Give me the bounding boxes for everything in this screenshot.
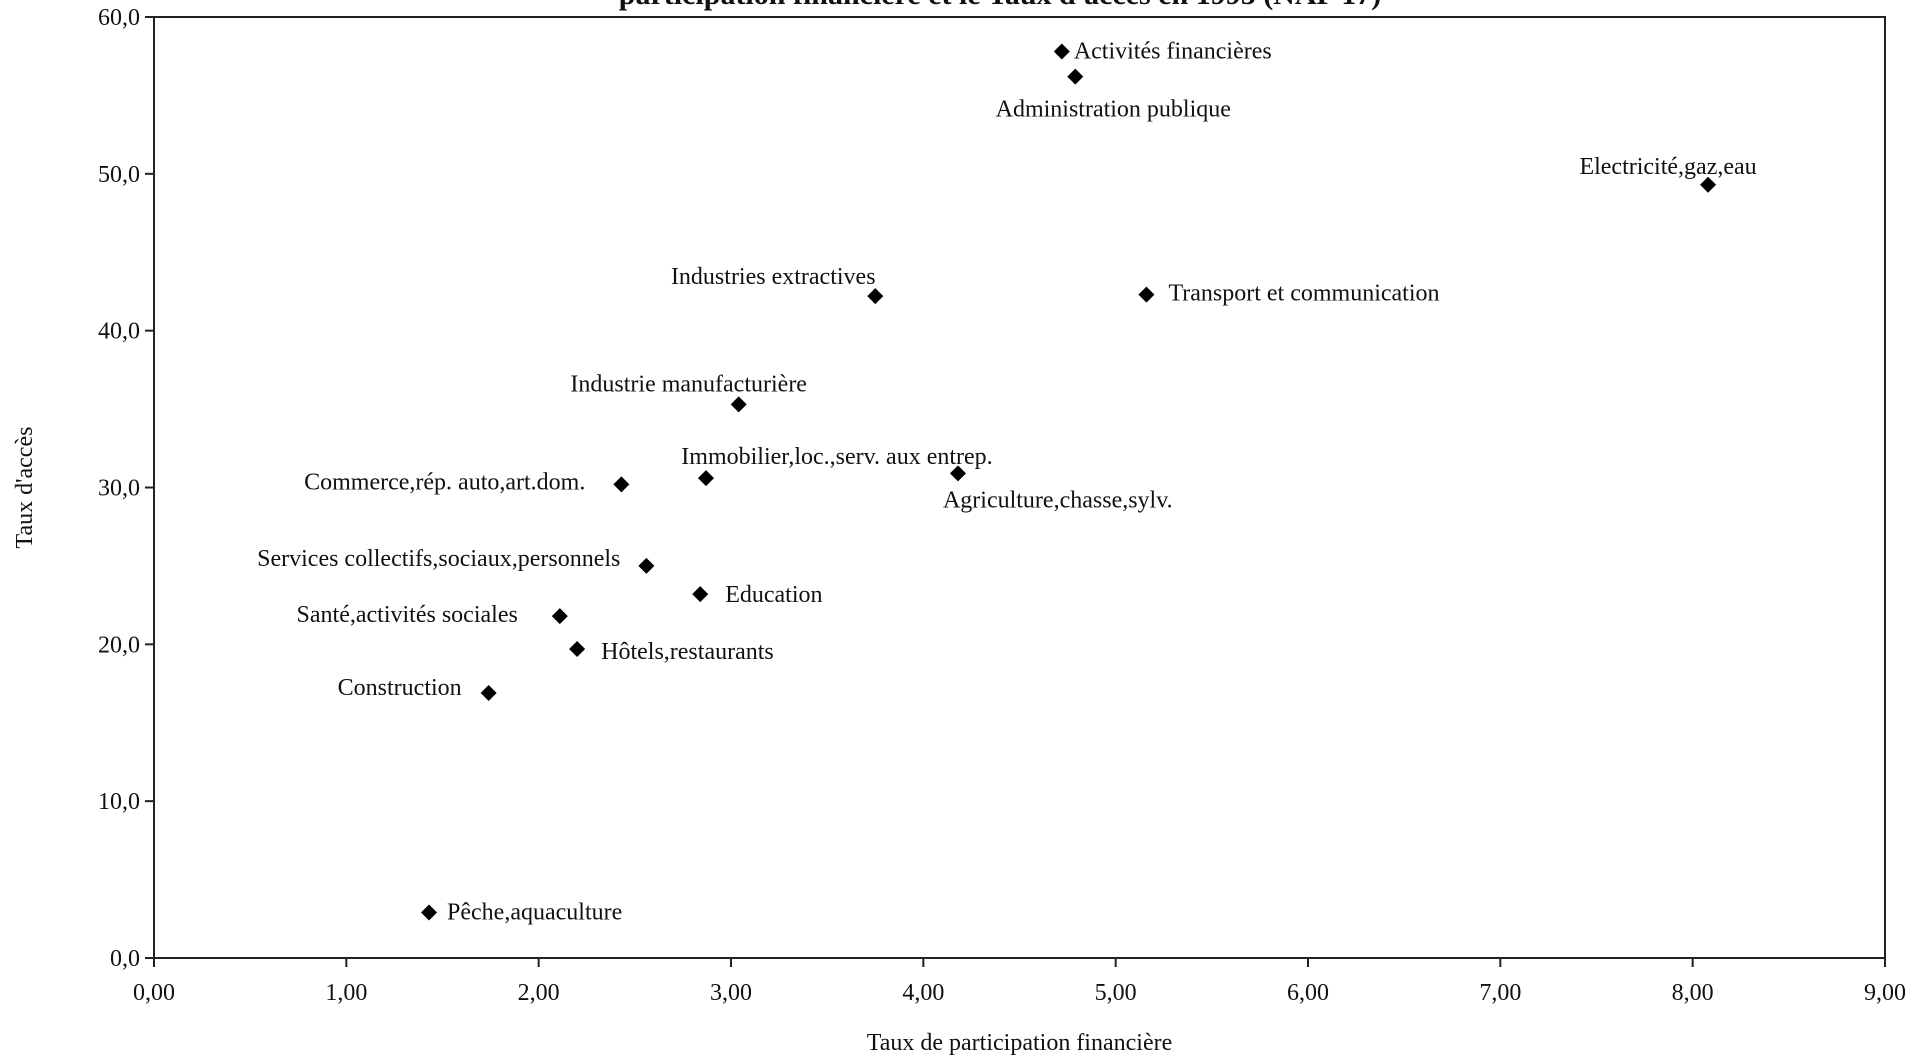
data-point-marker [692,586,709,603]
x-tick-label: 3,00 [710,980,752,1006]
data-point-label: Santé,activités sociales [297,602,518,628]
y-tick-label: 30,0 [98,476,140,502]
x-tick-label: 9,00 [1864,980,1906,1006]
data-point-marker [730,396,747,413]
x-axis-title: Taux de participation financière [867,1030,1173,1056]
data-point-label: Activités financières [1074,39,1272,65]
data-point-marker [867,288,884,305]
data-point-marker [949,465,966,482]
data-point-label: Immobilier,loc.,serv. aux entrep. [681,444,992,470]
data-point-marker [1053,43,1070,60]
data-labels: Activités financières Administration publ… [257,39,1757,926]
data-point-label: Industrie manufacturière [570,371,807,397]
x-tick-label: 1,00 [325,980,367,1006]
data-point-marker [638,557,655,574]
data-point-marker [480,684,497,701]
y-tick-label: 40,0 [98,319,140,345]
data-point-label: Transport et communication [1168,281,1439,307]
y-tick-label: 20,0 [98,632,140,658]
x-tick-label: 5,00 [1095,980,1137,1006]
y-tick-label: 10,0 [98,789,140,815]
data-point-marker [1138,286,1155,303]
y-tick-label: 50,0 [98,162,140,188]
x-axis: 0,00 1,00 2,00 3,00 4,00 5,00 6,00 7,00 8,00 9,00 [133,958,1906,1006]
data-point-label: Hôtels,restaurants [601,639,774,665]
x-tick-label: 0,00 [133,980,175,1006]
data-point-label: Administration publique [996,97,1231,123]
y-axis: 0,0 10,0 20,0 30,0 40,0 50,0 60,0 [98,5,154,972]
data-point-label: Education [725,582,822,608]
data-point-marker [551,608,568,625]
data-point-label: Construction [338,675,462,701]
x-tick-label: 2,00 [518,980,560,1006]
y-tick-label: 0,0 [110,946,140,972]
data-point-marker [1067,68,1084,85]
data-point-label: Electricité,gaz,eau [1579,154,1756,180]
data-point-label: Industries extractives [671,264,876,290]
data-point-marker [1700,176,1717,193]
data-point-label: Pêche,aquaculture [447,900,622,926]
data-point-marker [697,470,714,487]
data-point-label: Commerce,rép. auto,art.dom. [304,469,585,495]
x-tick-label: 6,00 [1287,980,1329,1006]
chart-title: participation financière et le Taux d'ac… [619,0,1381,11]
data-point-label: Agriculture,chasse,sylv. [943,487,1173,513]
data-points [421,43,1717,921]
x-tick-label: 7,00 [1479,980,1521,1006]
data-point-label: Services collectifs,sociaux,personnels [257,546,620,572]
y-tick-label: 60,0 [98,5,140,31]
y-axis-title: Taux d'accès [12,427,38,549]
data-point-marker [421,904,438,921]
x-tick-label: 8,00 [1672,980,1714,1006]
data-point-marker [569,641,586,658]
x-tick-label: 4,00 [902,980,944,1006]
data-point-marker [613,476,630,493]
